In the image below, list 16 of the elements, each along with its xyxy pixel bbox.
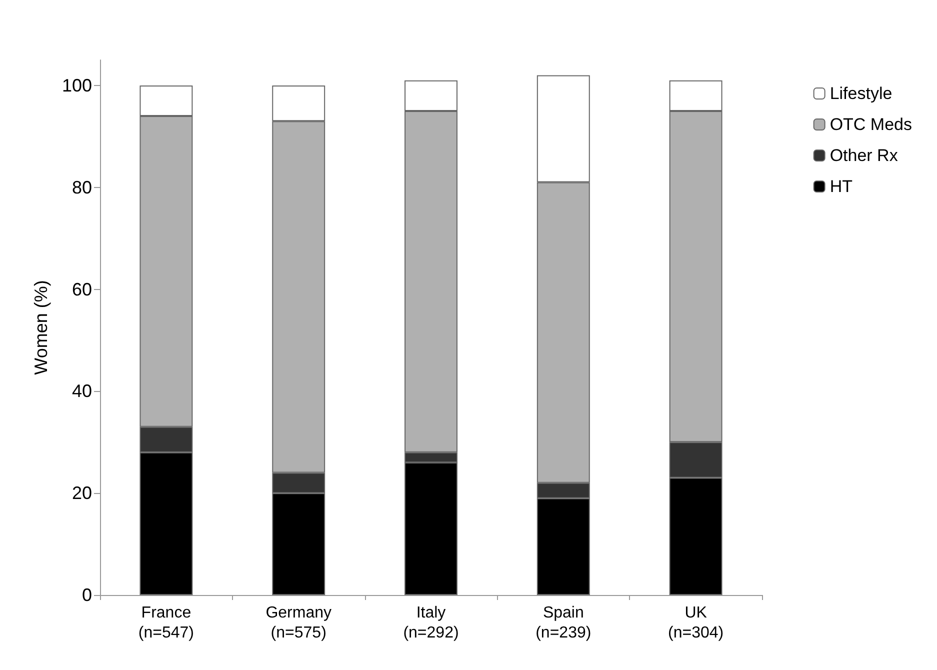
legend-label: Lifestyle <box>830 84 892 103</box>
legend-label: HT <box>830 177 852 196</box>
x-tick-label: Spain (n=239) <box>536 604 592 642</box>
y-tick-label: 0 <box>82 585 92 605</box>
legend-label: OTC Meds <box>830 115 912 134</box>
y-axis-title: Women (%) <box>31 280 51 375</box>
x-tick-label: Italy (n=292) <box>403 604 459 642</box>
x-tick-label: UK (n=304) <box>668 604 724 642</box>
y-tick-label: 60 <box>72 279 92 300</box>
y-tick-label: 20 <box>72 483 92 504</box>
y-tick-label: 80 <box>72 177 92 198</box>
legend-label: Other Rx <box>830 146 898 165</box>
y-tick-label: 40 <box>72 381 92 402</box>
x-tick-label: Germany (n=575) <box>266 604 332 642</box>
x-tick-label: France (n=547) <box>138 604 194 642</box>
y-tick-label: 100 <box>62 75 92 96</box>
